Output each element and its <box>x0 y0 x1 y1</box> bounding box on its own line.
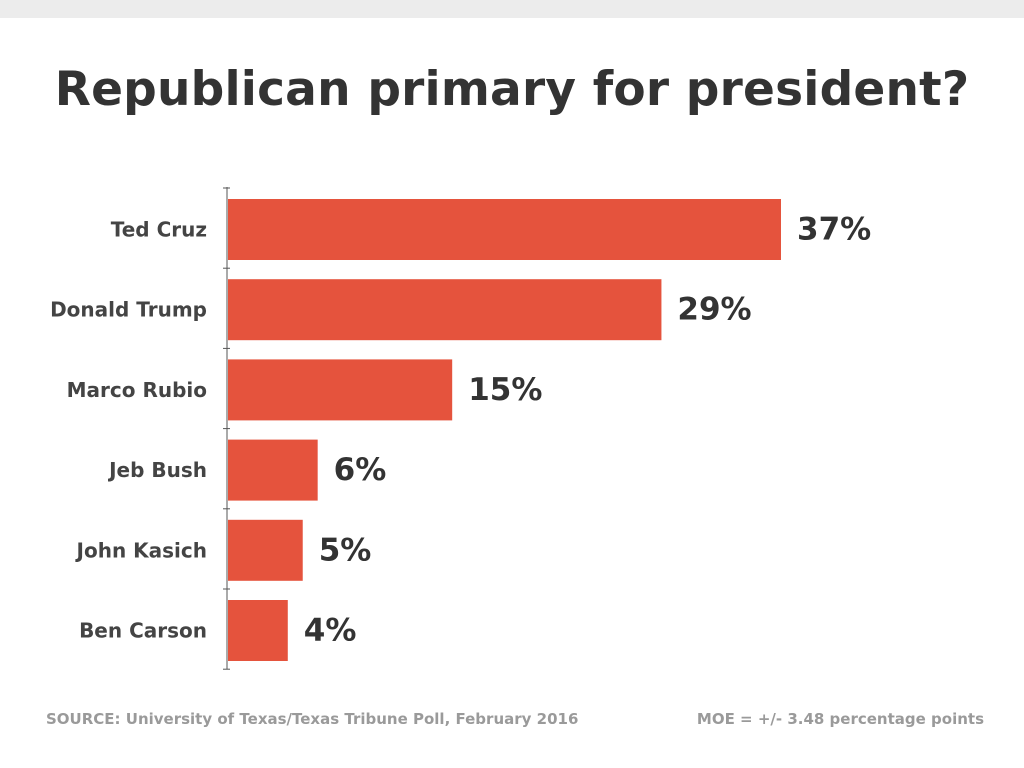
chart-title: Republican primary for president? <box>54 62 970 117</box>
category-label: Ted Cruz <box>111 218 207 242</box>
value-label: 6% <box>334 452 387 488</box>
value-label: 4% <box>304 613 357 649</box>
value-label: 15% <box>468 372 542 408</box>
category-label: Ben Carson <box>79 619 207 643</box>
axis-ticks <box>223 187 230 670</box>
value-label: 5% <box>319 532 372 568</box>
source-note: SOURCE: University of Texas/Texas Tribun… <box>46 710 579 728</box>
category-label: John Kasich <box>75 538 207 562</box>
bar <box>228 439 318 501</box>
bars-group <box>228 199 781 661</box>
value-label: 29% <box>677 292 751 328</box>
bar <box>228 279 662 341</box>
value-label: 37% <box>797 212 871 248</box>
bar <box>228 199 781 260</box>
category-label: Marco Rubio <box>67 378 207 402</box>
category-labels: Ted Cruz Donald Trump Marco Rubio Jeb Bush J… <box>50 218 207 643</box>
top-strip <box>0 0 1024 18</box>
bar <box>228 519 303 581</box>
moe-note: MOE = +/- 3.48 percentage points <box>696 710 984 728</box>
bar <box>228 359 453 421</box>
category-label: Donald Trump <box>50 298 207 322</box>
value-labels: 37% 29% 15% 6% 5% 4% <box>304 212 871 649</box>
category-label: Jeb Bush <box>107 458 207 482</box>
bar <box>228 600 288 661</box>
